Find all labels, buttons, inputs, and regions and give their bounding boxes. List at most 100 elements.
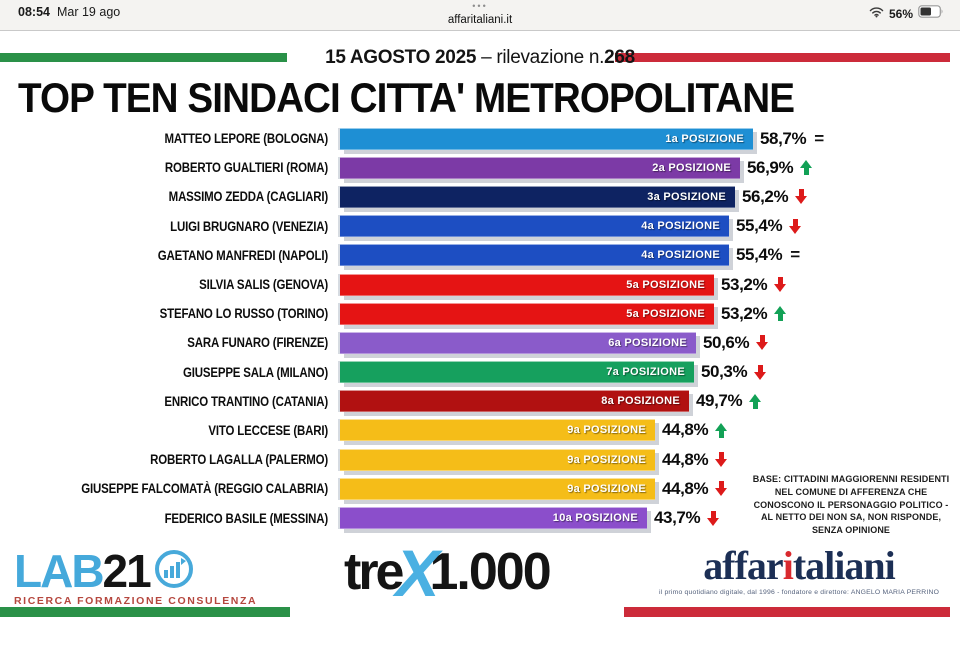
ranking-bar: 9a POSIZIONE	[340, 419, 655, 442]
value-label: 44,8%	[662, 478, 709, 498]
bar-zone: 2a POSIZIONE 56,9%	[338, 156, 814, 179]
position-label: 1a POSIZIONE	[665, 132, 744, 145]
position-label: 9a POSIZIONE	[567, 453, 646, 466]
survey-subtitle: 15 AGOSTO 2025 – rilevazione n.268	[0, 47, 960, 69]
chart-row: LUIGI BRUGNARO (VENEZIA) 4a POSIZIONE 55…	[0, 212, 960, 241]
mayor-name-label: STEFANO LO RUSSO (TORINO)	[159, 306, 328, 322]
status-center: ••• affaritaliani.it	[0, 2, 960, 27]
chart-row: FEDERICO BASILE (MESSINA) 10a POSIZIONE …	[0, 503, 960, 532]
chart-row: VITO LECCESE (BARI) 9a POSIZIONE 44,8%	[0, 416, 960, 445]
position-label: 5a POSIZIONE	[626, 307, 705, 320]
affaritaliani-logo-part2: taliani	[792, 543, 896, 588]
mayor-name-label: SARA FUNARO (FIRENZE)	[187, 335, 328, 351]
tricolor-green-bar-bottom	[0, 607, 290, 617]
ranking-bar: 5a POSIZIONE	[340, 302, 714, 325]
tabs-dots-icon[interactable]: •••	[472, 1, 488, 11]
mayor-name-label: ROBERTO GUALTIERI (ROMA)	[164, 160, 328, 176]
status-right: 56%	[869, 5, 944, 23]
value-label: 44,8%	[662, 449, 709, 469]
position-label: 4a POSIZIONE	[641, 220, 720, 233]
lab21-logo-num: 21	[102, 545, 152, 597]
value-label: 56,2%	[742, 186, 789, 206]
affaritaliani-logo: affaritaliani	[646, 546, 952, 586]
chart-row: ROBERTO LAGALLA (PALERMO) 9a POSIZIONE 4…	[0, 445, 960, 474]
lab21-chart-circle-icon	[154, 549, 194, 594]
bar-zone: 9a POSIZIONE 44,8%	[338, 477, 729, 500]
trend-icon	[713, 423, 729, 438]
mayor-name-label: SILVIA SALIS (GENOVA)	[199, 277, 328, 293]
value-label: 49,7%	[696, 391, 743, 411]
position-label: 6a POSIZIONE	[608, 336, 687, 349]
mayor-name-label: LUIGI BRUGNARO (VENEZIA)	[170, 218, 328, 234]
address-bar-url[interactable]: affaritaliani.it	[447, 14, 513, 26]
wifi-icon	[869, 5, 884, 23]
bar-zone: 5a POSIZIONE 53,2%	[338, 302, 788, 325]
ranking-bar: 9a POSIZIONE	[340, 477, 655, 500]
position-label: 9a POSIZIONE	[567, 424, 646, 437]
value-label: 53,2%	[721, 274, 768, 294]
mayor-name-label: MASSIMO ZEDDA (CAGLIARI)	[168, 189, 328, 205]
chart-row: GIUSEPPE SALA (MILANO) 7a POSIZIONE 50,3…	[0, 358, 960, 387]
chart-row: MASSIMO ZEDDA (CAGLIARI) 3a POSIZIONE 56…	[0, 182, 960, 211]
chart-row: MATTEO LEPORE (BOLOGNA) 1a POSIZIONE 58,…	[0, 124, 960, 153]
chart-row: GAETANO MANFREDI (NAPOLI) 4a POSIZIONE 5…	[0, 241, 960, 270]
ranking-bar: 6a POSIZIONE	[340, 331, 696, 354]
chart-row: SARA FUNARO (FIRENZE) 6a POSIZIONE 50,6%	[0, 328, 960, 357]
trend-icon	[713, 452, 729, 467]
trend-icon	[772, 306, 788, 321]
tricolor-red-bar-bottom	[624, 607, 950, 617]
value-label: 56,9%	[747, 157, 794, 177]
position-label: 4a POSIZIONE	[641, 249, 720, 262]
position-label: 5a POSIZIONE	[626, 278, 705, 291]
mayor-name-label: FEDERICO BASILE (MESSINA)	[164, 510, 329, 526]
ranking-bar: 8a POSIZIONE	[340, 390, 689, 413]
lab21-logo: LAB 21 RICERCA FORMAZIONE CONSULENZA	[14, 548, 257, 607]
bar-zone: 6a POSIZIONE 50,6%	[338, 331, 770, 354]
position-label: 3a POSIZIONE	[647, 190, 726, 203]
status-date: Mar 19 ago	[56, 5, 121, 19]
mayor-name-label: ENRICO TRANTINO (CATANIA)	[164, 393, 328, 409]
mayor-name-label: GIUSEPPE SALA (MILANO)	[182, 364, 328, 380]
ranking-bar: 10a POSIZIONE	[340, 507, 647, 530]
affaritaliani-tagline: il primo quotidiano digitale, dal 1996 -…	[658, 589, 940, 596]
trend-icon	[787, 219, 803, 234]
position-label: 7a POSIZIONE	[606, 366, 685, 379]
ranking-bar: 3a POSIZIONE	[340, 185, 735, 208]
methodology-note: BASE: CITTADINI MAGGIORENNI RESIDENTI NE…	[752, 474, 950, 536]
value-label: 50,3%	[701, 362, 748, 382]
trend-icon: =	[814, 128, 825, 148]
ranking-bar: 2a POSIZIONE	[340, 156, 740, 179]
bar-zone: 8a POSIZIONE 49,7%	[338, 390, 763, 413]
trend-icon	[772, 277, 788, 292]
trend-icon	[798, 160, 814, 175]
bar-zone: 4a POSIZIONE 55,4%	[338, 215, 803, 238]
trend-icon	[793, 189, 809, 204]
bar-zone: 4a POSIZIONE 55,4% =	[338, 244, 803, 267]
lab21-tagline: RICERCA FORMAZIONE CONSULENZA	[14, 595, 258, 607]
bar-zone: 5a POSIZIONE 53,2%	[338, 273, 788, 296]
trex1000-logo: tre X 1.000	[344, 540, 552, 606]
chart-row: GIUSEPPE FALCOMATÀ (REGGIO CALABRIA) 9a …	[0, 474, 960, 503]
lab21-logo-lab: LAB	[14, 545, 105, 597]
ranking-bar-chart: MATTEO LEPORE (BOLOGNA) 1a POSIZIONE 58,…	[0, 124, 960, 533]
bar-zone: 9a POSIZIONE 44,8%	[338, 419, 729, 442]
chart-row: ENRICO TRANTINO (CATANIA) 8a POSIZIONE 4…	[0, 387, 960, 416]
trend-icon: =	[790, 245, 801, 265]
survey-number: 268	[604, 47, 635, 68]
trend-icon	[752, 365, 768, 380]
chart-row: STEFANO LO RUSSO (TORINO) 5a POSIZIONE 5…	[0, 299, 960, 328]
trend-icon	[713, 481, 729, 496]
value-label: 55,4%	[736, 216, 783, 236]
clock: 08:54	[18, 5, 50, 19]
status-left: 08:54 Mar 19 ago	[18, 5, 120, 19]
value-label: 53,2%	[721, 303, 768, 323]
survey-sep: – rilevazione n.	[476, 47, 605, 68]
trend-icon	[747, 394, 763, 409]
survey-date: 15 AGOSTO 2025	[325, 47, 477, 68]
value-label: 44,8%	[662, 420, 709, 440]
bar-zone: 7a POSIZIONE 50,3%	[338, 361, 768, 384]
trend-icon	[754, 335, 770, 350]
trex1000-logo-1000: 1.000	[429, 543, 552, 602]
status-bar: 08:54 Mar 19 ago ••• affaritaliani.it 56%	[0, 0, 960, 31]
